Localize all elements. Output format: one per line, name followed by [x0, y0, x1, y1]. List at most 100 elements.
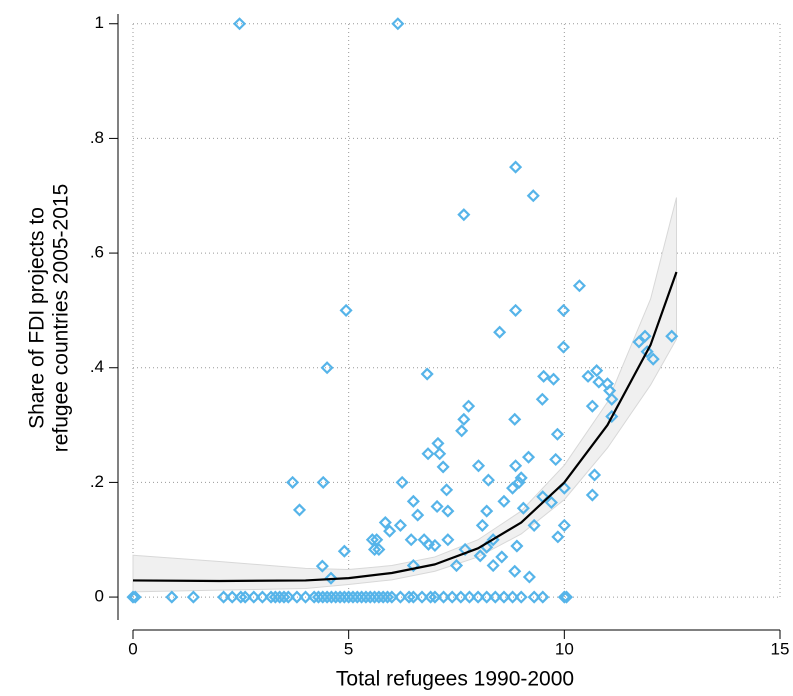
point [486, 558, 500, 573]
y-tick-label: 0 [95, 587, 104, 606]
point [316, 590, 330, 604]
point [428, 538, 442, 553]
point [337, 590, 351, 604]
point [585, 399, 599, 413]
point [497, 590, 511, 604]
point [506, 590, 520, 604]
point [385, 590, 399, 604]
point [509, 459, 523, 473]
point [320, 361, 334, 375]
point [462, 590, 476, 604]
point [404, 533, 418, 547]
point [481, 473, 495, 487]
point [526, 189, 540, 203]
point [527, 590, 541, 604]
point [549, 452, 563, 467]
point [480, 504, 494, 518]
point [268, 590, 282, 604]
point [449, 558, 464, 573]
point [406, 558, 420, 573]
point [372, 542, 386, 557]
point [471, 459, 486, 473]
point [359, 590, 373, 604]
point [186, 590, 200, 604]
point [431, 436, 445, 450]
point [311, 590, 326, 604]
point [232, 17, 247, 31]
point [320, 590, 334, 604]
point [510, 539, 524, 553]
point [346, 590, 360, 604]
point [638, 329, 652, 343]
point [247, 590, 261, 604]
point [286, 475, 300, 489]
point [514, 590, 528, 604]
point [290, 590, 304, 604]
y-axis-label: refugee countries 2005-2015 [50, 184, 73, 453]
point [333, 590, 347, 604]
point [424, 590, 438, 604]
point [493, 325, 507, 339]
point [473, 549, 487, 563]
point [367, 542, 382, 557]
point [234, 590, 248, 604]
point [537, 369, 551, 383]
point [665, 329, 679, 343]
point [592, 375, 606, 389]
point [556, 340, 571, 354]
point [315, 559, 329, 573]
point [546, 372, 561, 386]
y-tick-label: 1 [95, 13, 104, 32]
point [557, 518, 571, 532]
point [550, 427, 564, 441]
point [128, 590, 142, 604]
point [406, 590, 420, 604]
point [430, 499, 444, 514]
point [363, 590, 377, 604]
point [441, 504, 455, 518]
point [551, 530, 565, 544]
point [462, 399, 476, 413]
point [316, 475, 330, 489]
point [506, 481, 520, 495]
point [273, 590, 287, 604]
point [514, 471, 528, 485]
point [495, 550, 509, 564]
point [587, 468, 602, 482]
point [355, 590, 369, 604]
point [415, 590, 429, 604]
point [342, 590, 356, 604]
point [406, 494, 420, 508]
point [522, 570, 536, 584]
x-tick-label: 15 [771, 639, 790, 658]
point [307, 590, 321, 604]
point [367, 590, 382, 604]
point [488, 590, 502, 604]
y-axis-label: Share of FDI projects to [26, 207, 49, 429]
point [383, 524, 397, 538]
point [508, 412, 522, 426]
point [605, 392, 619, 406]
point [441, 533, 455, 547]
point [281, 590, 295, 604]
point [264, 590, 278, 604]
point [471, 590, 485, 604]
point [378, 515, 392, 530]
point [508, 564, 522, 578]
point [509, 160, 523, 174]
point [440, 483, 454, 497]
point [457, 412, 471, 426]
point [605, 409, 619, 424]
point [393, 518, 407, 532]
point [217, 590, 231, 604]
point [393, 590, 407, 604]
point [457, 208, 471, 222]
fit-line [132, 271, 678, 583]
y-tick-label: .2 [90, 472, 104, 491]
point [277, 590, 291, 604]
point [324, 590, 338, 604]
point [640, 345, 654, 359]
point [298, 590, 313, 604]
point [402, 590, 416, 604]
